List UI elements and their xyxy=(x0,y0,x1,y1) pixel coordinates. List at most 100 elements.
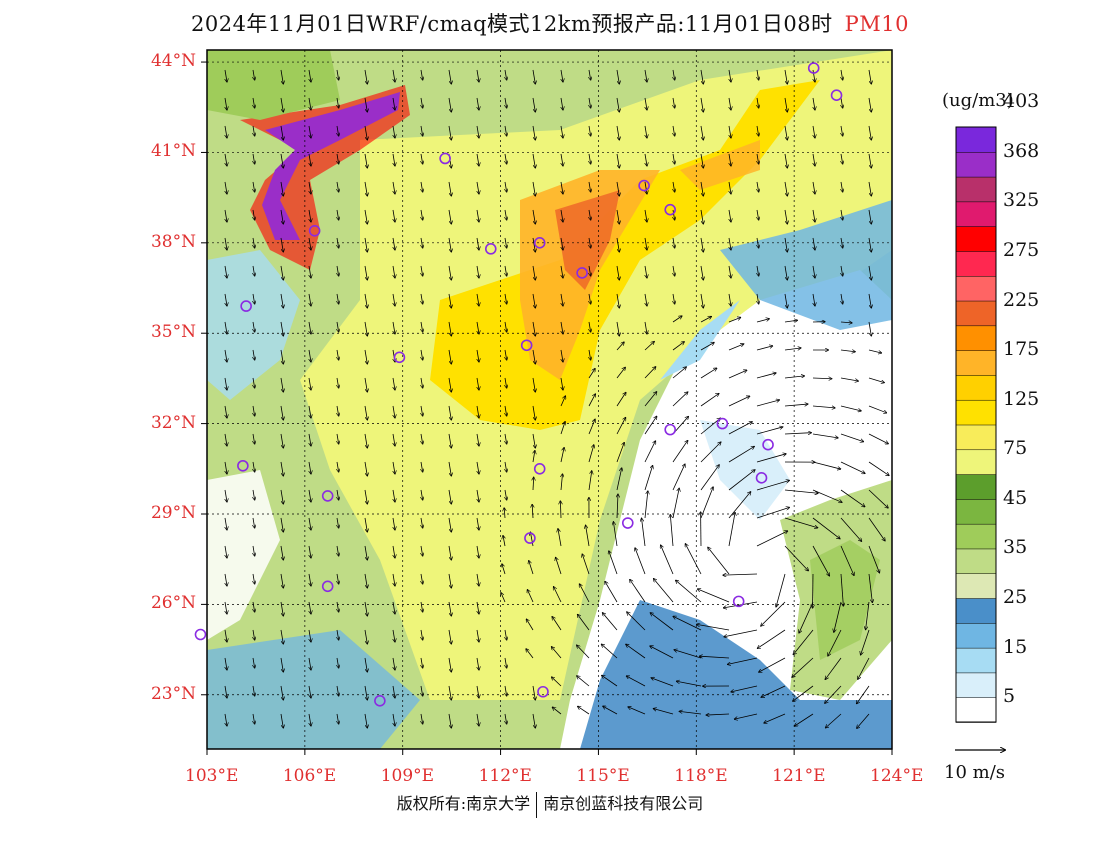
latitude-label: 23°N xyxy=(150,683,196,704)
wind-vector xyxy=(813,153,815,166)
wind-vector xyxy=(728,370,747,379)
wind-vector xyxy=(448,629,451,644)
wind-vector xyxy=(645,293,647,306)
wind-vector xyxy=(826,713,842,728)
colorbar-label: 5 xyxy=(1003,685,1016,708)
wind-vector xyxy=(756,531,788,547)
wind-vector xyxy=(609,551,618,575)
wind-vector xyxy=(784,404,808,407)
wind-vector xyxy=(729,97,731,110)
wind-vector xyxy=(813,237,815,250)
wind-vector xyxy=(561,181,563,194)
wind-vector xyxy=(364,657,367,672)
wind-vector xyxy=(603,613,618,631)
wind-vector xyxy=(700,125,703,140)
latitude-label: 38°N xyxy=(150,231,196,252)
wind-vector xyxy=(589,349,591,360)
wind-vector xyxy=(448,321,451,336)
colorbar-label: 35 xyxy=(1003,536,1028,559)
wind-vector xyxy=(421,293,423,304)
colorbar-swatch xyxy=(955,300,997,327)
colorbar-swatch xyxy=(955,349,997,376)
wind-vector xyxy=(309,713,311,726)
wind-vector xyxy=(393,573,395,586)
wind-vector xyxy=(280,601,283,616)
wind-vector xyxy=(309,489,311,502)
wind-vector xyxy=(840,489,865,507)
wind-vector xyxy=(700,293,703,308)
wind-vector xyxy=(448,545,451,560)
city-marker xyxy=(621,517,634,529)
wind-vector xyxy=(729,181,731,194)
wind-vector xyxy=(505,125,507,136)
wind-vector xyxy=(393,181,395,194)
colorbar-swatch xyxy=(955,523,997,550)
wind-vector xyxy=(280,153,283,168)
wind-vector xyxy=(672,392,688,407)
wind-vector xyxy=(309,405,311,418)
wind-vector xyxy=(729,69,731,82)
wind-vector xyxy=(841,125,843,136)
colorbar-swatch xyxy=(955,672,997,698)
wind-vector xyxy=(309,377,311,390)
wind-vector xyxy=(841,181,843,192)
wind-vector xyxy=(421,713,423,724)
wind-vector xyxy=(309,433,311,446)
wind-vector xyxy=(309,69,311,82)
wind-vector xyxy=(644,367,656,379)
wind-vector xyxy=(309,349,311,362)
wind-vector xyxy=(448,209,451,224)
wind-vector xyxy=(813,209,815,222)
wind-vector xyxy=(728,344,744,351)
wind-vector xyxy=(764,713,786,723)
wind-vector xyxy=(477,97,479,110)
title-text: 2024年11月01日WRF/cmaq模式12km预报产品:11月01日08时 xyxy=(190,12,833,36)
wind-vector xyxy=(309,517,311,530)
wind-vector xyxy=(309,209,311,222)
copyright-left: 版权所有:南京大学 xyxy=(396,794,531,813)
wind-vector xyxy=(868,265,871,280)
wind-vector xyxy=(280,405,283,420)
wind-vector xyxy=(421,517,423,528)
wind-vector xyxy=(731,685,758,692)
wind-vector xyxy=(337,685,339,696)
wind-vector xyxy=(672,316,682,323)
wind-vector xyxy=(505,377,507,388)
wind-vector xyxy=(253,405,255,416)
wind-vector xyxy=(393,237,395,250)
wind-vector xyxy=(828,629,842,656)
wind-vector xyxy=(630,580,646,603)
wind-vector xyxy=(729,265,731,278)
wind-vector xyxy=(393,657,395,670)
wind-vector xyxy=(364,405,367,420)
wind-vector xyxy=(627,612,646,631)
wind-vector xyxy=(756,507,789,519)
wind-vector xyxy=(337,293,339,304)
wind-vector xyxy=(644,466,653,491)
wind-vector xyxy=(868,461,889,475)
wind-vector xyxy=(253,573,255,584)
colorbar-label: 175 xyxy=(1003,338,1040,361)
wind-vector xyxy=(673,265,675,276)
wind-vector xyxy=(421,601,423,612)
wind-vector xyxy=(364,517,367,532)
wind-vector xyxy=(309,461,311,474)
wind-vector xyxy=(421,573,423,584)
colorbar-swatch xyxy=(955,126,997,153)
wind-vector xyxy=(672,488,679,519)
colorbar-label: 368 xyxy=(1003,139,1040,162)
wind-vector xyxy=(505,685,507,696)
wind-vector xyxy=(364,97,367,112)
city-marker xyxy=(520,339,533,352)
wind-vector xyxy=(448,97,451,112)
wind-vector xyxy=(602,675,618,687)
wind-vector xyxy=(393,685,395,698)
wind-vector xyxy=(757,209,759,220)
wind-vector xyxy=(734,713,758,719)
wind-vector xyxy=(364,433,367,448)
wind-vector xyxy=(560,448,564,463)
wind-vector xyxy=(280,685,283,700)
colorbar-swatch xyxy=(955,622,997,649)
wind-vector xyxy=(421,321,423,332)
wind-vector xyxy=(812,433,838,438)
